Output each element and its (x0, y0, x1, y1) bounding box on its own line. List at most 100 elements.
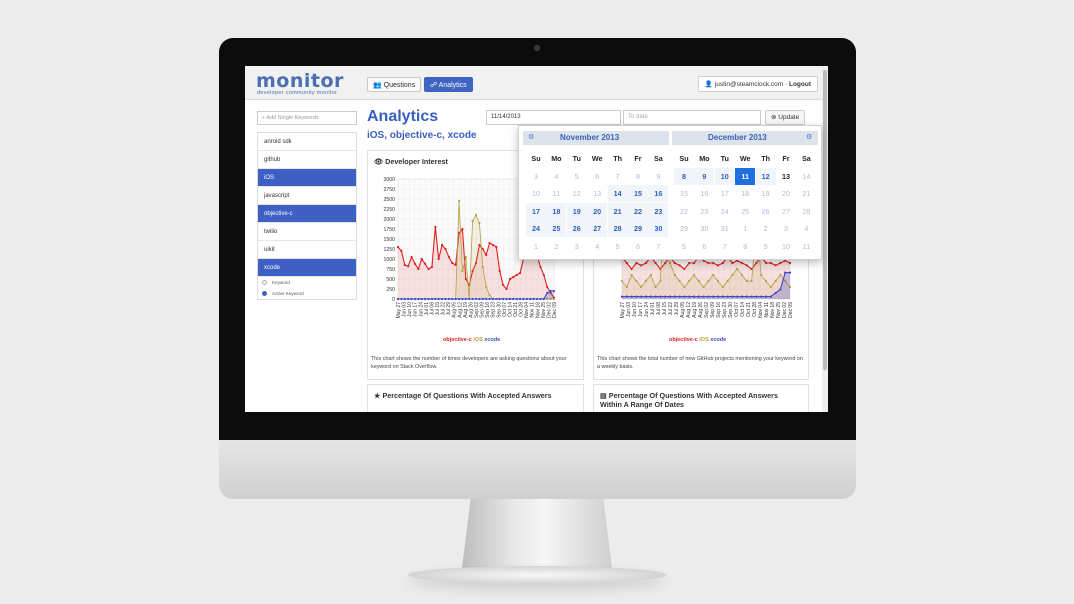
calendar-day[interactable]: 6 (636, 241, 640, 251)
keyword-item[interactable]: xcode (258, 259, 356, 277)
calendar-day[interactable]: 5 (682, 241, 686, 251)
calendar-day[interactable]: 26 (761, 206, 770, 216)
calendar-day[interactable]: 9 (656, 171, 661, 181)
calendar-day[interactable]: 19 (761, 189, 770, 198)
data-point-iOS (678, 279, 681, 283)
calendar-day[interactable]: 25 (546, 220, 567, 237)
calendar-day[interactable]: 1 (534, 241, 538, 251)
calendar-day[interactable]: 4 (595, 241, 600, 251)
calendar-day[interactable]: 17 (720, 189, 729, 198)
nav-analytics-button[interactable]: ☍ Analytics (424, 77, 473, 92)
calendar-day[interactable]: 28 (802, 206, 811, 216)
calendar-day[interactable]: 7 (656, 241, 661, 251)
legend-xcode[interactable]: xcode (710, 337, 727, 343)
calendar-day[interactable]: 5 (615, 241, 620, 251)
calendar-day[interactable]: 30 (700, 224, 709, 233)
data-point-xcode (491, 297, 495, 301)
calendar-day[interactable]: 11 (802, 241, 811, 251)
calendar-day[interactable]: 10 (714, 167, 735, 185)
calendar-day[interactable]: 30 (648, 220, 669, 237)
calendar-day[interactable]: 23 (648, 202, 669, 220)
legend-ios[interactable]: iOS (473, 337, 483, 343)
calendar-day[interactable]: 24 (526, 220, 546, 237)
keyword-item[interactable]: iOS (258, 169, 356, 187)
calendar-day[interactable]: 11 (735, 167, 756, 185)
calendar-day[interactable]: 22 (680, 206, 688, 216)
calendar-day[interactable]: 10 (782, 241, 790, 251)
calendar-day[interactable]: 6 (595, 171, 600, 181)
prev-month-icon[interactable]: ⚙ (528, 134, 535, 141)
calendar-day[interactable]: 20 (782, 189, 790, 198)
legend-objective-c[interactable]: objective-c (669, 337, 698, 343)
calendar-day[interactable]: 18 (741, 189, 750, 198)
calendar-day[interactable]: 7 (722, 241, 727, 251)
calendar-day[interactable]: 5 (574, 171, 579, 181)
calendar-day[interactable]: 24 (720, 206, 729, 216)
calendar-day[interactable]: 8 (674, 167, 694, 185)
user-menu[interactable]: 👤 justin@steamclock.com · Logout (697, 76, 818, 92)
calendar-day[interactable]: 28 (607, 220, 628, 237)
keyword-item[interactable]: github (258, 151, 356, 169)
calendar-day[interactable]: 18 (546, 202, 567, 220)
calendar-day[interactable]: 3 (574, 241, 579, 251)
calendar-day[interactable]: 19 (566, 202, 587, 220)
nav-questions-button[interactable]: 👥 Questions (367, 77, 422, 92)
calendar-day[interactable]: 21 (607, 202, 628, 220)
calendar-day[interactable]: 3 (784, 224, 788, 233)
calendar-day[interactable]: 29 (628, 220, 648, 237)
calendar-day[interactable]: 26 (566, 220, 587, 237)
calendar-day[interactable]: 16 (700, 189, 709, 198)
keyword-item[interactable]: anroid sdk (258, 133, 356, 151)
calendar-day[interactable]: 6 (702, 241, 707, 251)
calendar-day[interactable]: 11 (552, 189, 561, 198)
calendar-day[interactable]: 27 (587, 220, 608, 237)
calendar-day[interactable]: 22 (628, 202, 648, 220)
legend-ios[interactable]: iOS (699, 337, 709, 343)
calendar-day[interactable]: 3 (534, 171, 538, 181)
calendar-day[interactable]: 29 (680, 224, 688, 233)
calendar-day[interactable]: 13 (782, 171, 790, 181)
calendar-day[interactable]: 10 (532, 189, 540, 198)
calendar-day[interactable]: 2 (554, 241, 559, 251)
calendar-day[interactable]: 12 (755, 167, 776, 185)
calendar-day[interactable]: 21 (802, 189, 811, 198)
calendar-day[interactable]: 13 (593, 189, 602, 198)
calendar-day[interactable]: 4 (804, 224, 809, 233)
calendar-day[interactable]: 25 (741, 206, 750, 216)
next-month-icon[interactable]: ⚙ (806, 134, 813, 141)
calendar-day[interactable]: 27 (782, 206, 790, 216)
calendar-day[interactable]: 8 (743, 241, 748, 251)
update-button[interactable]: ⊗ Update (765, 110, 806, 125)
calendar-day[interactable]: 20 (587, 202, 608, 220)
legend-xcode[interactable]: xcode (484, 337, 501, 343)
scrollbar-thumb[interactable] (823, 70, 827, 370)
x-tick-label: Jun 17 (638, 302, 644, 317)
calendar-day[interactable]: 12 (572, 189, 581, 198)
calendar-day[interactable]: 1 (743, 224, 748, 233)
calendar-day[interactable]: 14 (802, 171, 811, 181)
calendar-day[interactable]: 7 (615, 171, 620, 181)
calendar-day[interactable]: 17 (526, 202, 546, 220)
calendar-day[interactable]: 15 (628, 185, 648, 202)
calendar-day[interactable]: 16 (648, 185, 669, 202)
calendar-day[interactable]: 31 (720, 224, 729, 233)
calendar-day[interactable]: 14 (607, 185, 628, 202)
keyword-item[interactable]: twilio (258, 223, 356, 241)
page-scrollbar[interactable] (822, 66, 828, 412)
to-date-input[interactable]: To date (623, 110, 761, 125)
calendar-day[interactable]: 23 (700, 206, 709, 216)
legend-objective-c[interactable]: objective-c (443, 337, 472, 343)
keyword-input[interactable]: + Add Single Keywords (257, 111, 357, 125)
calendar-day[interactable]: 8 (636, 171, 640, 181)
calendar-day[interactable]: 4 (554, 171, 559, 181)
app-logo[interactable]: monitor (256, 70, 344, 92)
keyword-item[interactable]: javascript (258, 187, 356, 205)
keyword-item[interactable]: uikit (258, 241, 356, 259)
calendar-day[interactable]: 9 (763, 241, 768, 251)
calendar-day[interactable]: 2 (763, 224, 768, 233)
keyword-item[interactable]: objective-c (258, 205, 356, 223)
from-date-input[interactable]: 11/14/2013 (486, 110, 621, 125)
calendar-day[interactable]: 9 (694, 167, 715, 185)
logout-link[interactable]: Logout (788, 81, 811, 88)
calendar-day[interactable]: 15 (680, 189, 688, 198)
